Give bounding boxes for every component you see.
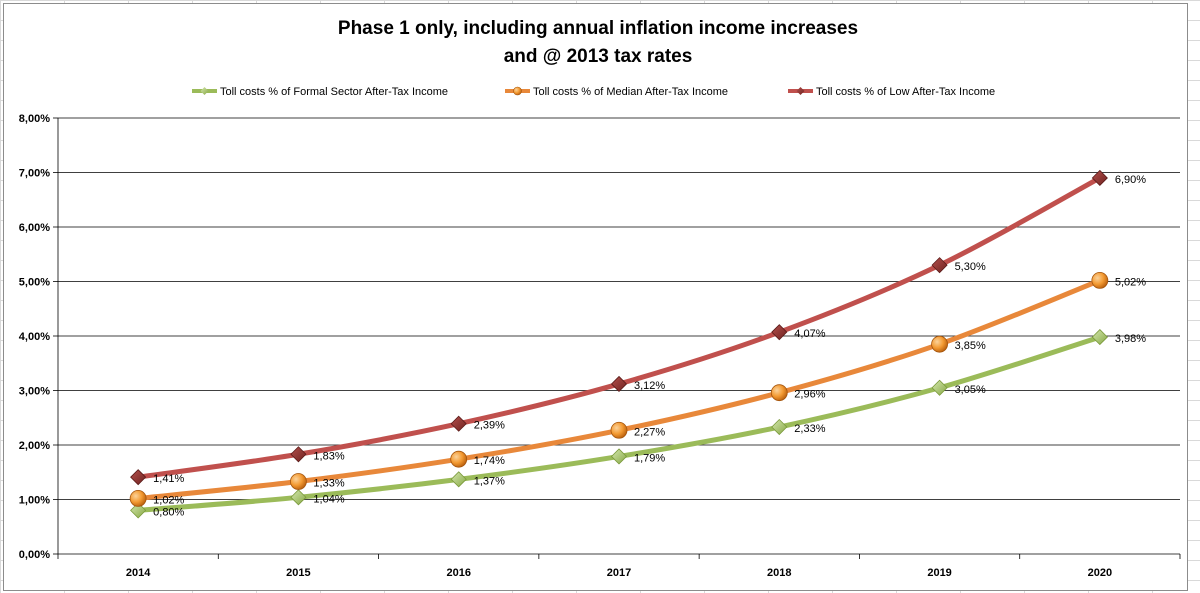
low-point-marker (1091, 169, 1108, 187)
formal-point-marker (931, 379, 948, 396)
formal-data-label: 1,79% (634, 452, 665, 464)
chart-legend: Toll costs % of Formal Sector After-Tax … (192, 86, 995, 98)
median-data-label: 3,85% (955, 340, 986, 352)
formal-point-marker (1091, 329, 1108, 346)
low-point-marker (771, 324, 788, 341)
legend-item-formal: Toll costs % of Formal Sector After-Tax … (192, 86, 448, 98)
low-point-marker (610, 375, 628, 393)
formal-data-label: 2,33% (794, 423, 825, 435)
median-data-label: 2,96% (794, 389, 825, 401)
y-tick-label: 8,00% (19, 113, 50, 125)
formal-point-marker (450, 471, 467, 488)
median-data-label: 2,27% (634, 426, 665, 438)
low-point-marker (290, 446, 307, 463)
low-data-label: 4,07% (794, 328, 825, 340)
formal-point-marker (290, 489, 307, 506)
y-tick-label: 3,00% (19, 386, 50, 398)
legend-item-median: Toll costs % of Median After-Tax Income (505, 86, 728, 98)
legend-swatch-marker (796, 87, 805, 95)
median-point-marker (770, 384, 788, 402)
x-tick-label: 2019 (927, 567, 951, 579)
x-tick-label: 2017 (607, 567, 631, 579)
formal-data-label: 0,80% (153, 506, 184, 518)
median-data-label: 1,74% (474, 455, 505, 467)
formal-point-marker (130, 502, 147, 519)
low-data-label: 6,90% (1115, 174, 1146, 186)
y-axis: 0,00% 1,00% 2,00% 3,00% 4,00% 5,00% 6,00% 7,00%… (19, 113, 59, 561)
y-tick-label: 1,00% (19, 495, 50, 507)
median-series: 1,02% 1,33% 1,74% 2,27% 2,96% 3,85% 5,02% (129, 272, 1146, 507)
chart-title-line-2: and @ 2013 tax rates (504, 46, 693, 67)
median-point-marker (450, 450, 468, 468)
x-tick-label: 2016 (446, 567, 470, 579)
formal-point-marker (771, 418, 788, 436)
median-data-label: 1,02% (153, 494, 184, 506)
chart-title-line-1: Phase 1 only, including annual inflation… (338, 18, 858, 39)
median-point-marker (129, 490, 147, 507)
low-series: 1,41% 1,83% 2,39% 3,12% 4,07% 5,30% 6,90% (130, 169, 1146, 486)
low-data-label: 2,39% (474, 420, 505, 432)
low-point-marker (130, 469, 147, 486)
legend-item-low: Toll costs % of Low After-Tax Income (788, 86, 995, 98)
chart-series: 0,80%1,04%1,37%1,79%2,33%3,05%3,98%1,02%… (129, 169, 1146, 519)
low-point-marker (931, 257, 948, 274)
median-point-marker (1091, 272, 1109, 289)
low-data-label: 5,30% (955, 261, 986, 273)
low-data-label: 1,41% (153, 473, 184, 485)
x-axis: 2014 2015 2016 2017 2018 2019 2020 (57, 554, 1181, 579)
formal-data-label: 1,37% (474, 475, 505, 487)
y-tick-label: 0,00% (19, 549, 50, 561)
legend-swatch-marker (513, 86, 522, 96)
formal-data-label: 3,05% (955, 384, 986, 396)
formal-data-label: 1,04% (313, 493, 344, 505)
low-point-marker (450, 415, 467, 432)
legend-label: Toll costs % of Median After-Tax Income (533, 86, 728, 98)
low-data-label: 1,83% (313, 450, 344, 462)
y-tick-label: 5,00% (19, 277, 50, 289)
x-tick-label: 2014 (126, 567, 151, 579)
legend-swatch-marker (200, 87, 209, 95)
y-tick-label: 4,00% (19, 331, 50, 343)
median-point-marker (610, 421, 628, 439)
x-tick-label: 2020 (1088, 567, 1112, 579)
y-tick-label: 2,00% (19, 440, 50, 452)
median-data-label: 1,33% (313, 478, 344, 490)
formal-series: 0,80% 1,04% 1,37% 1,79% 2,33% 3,05% 3,98% (130, 329, 1146, 519)
formal-point-marker (610, 448, 628, 465)
y-tick-label: 7,00% (19, 168, 50, 180)
x-tick-label: 2018 (767, 567, 791, 579)
median-data-label: 5,02% (1115, 276, 1146, 288)
median-point-marker (290, 473, 307, 490)
y-tick-label: 6,00% (19, 222, 50, 234)
x-tick-label: 2015 (286, 567, 310, 579)
legend-label: Toll costs % of Low After-Tax Income (816, 86, 995, 98)
legend-label: Toll costs % of Formal Sector After-Tax … (220, 86, 448, 98)
median-point-marker (931, 335, 948, 353)
formal-data-label: 3,98% (1115, 333, 1146, 345)
low-data-label: 3,12% (634, 380, 665, 392)
